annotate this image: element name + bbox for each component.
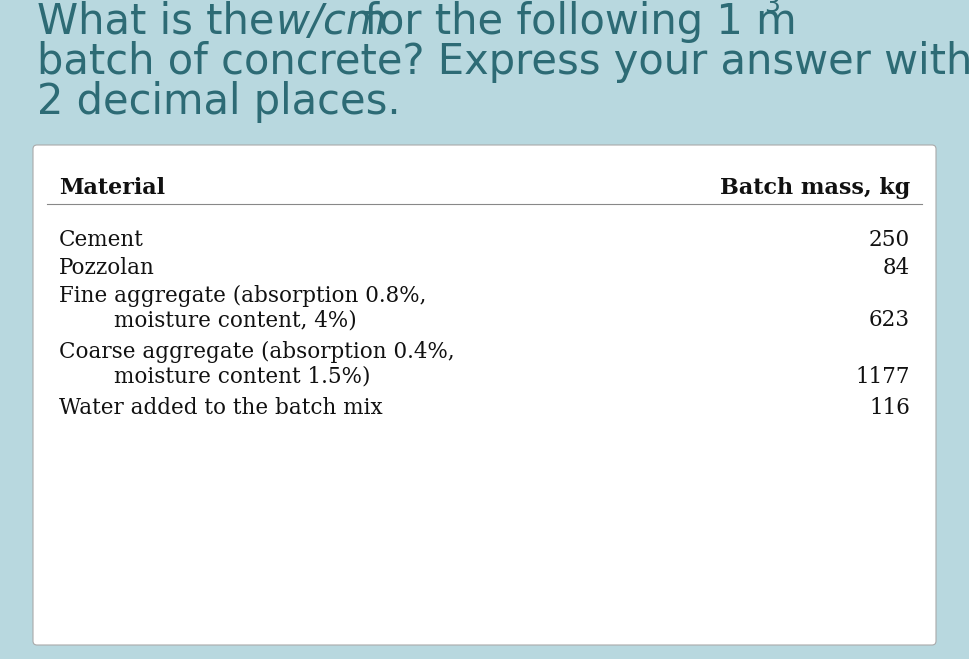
Text: moisture content, 4%): moisture content, 4%) xyxy=(114,309,357,331)
Text: 1177: 1177 xyxy=(856,366,910,388)
Text: 2 decimal places.: 2 decimal places. xyxy=(37,81,400,123)
Text: 3: 3 xyxy=(764,0,780,17)
Text: Material: Material xyxy=(59,177,165,199)
Text: What is the: What is the xyxy=(37,1,301,43)
Text: Fine aggregate (absorption 0.8%,: Fine aggregate (absorption 0.8%, xyxy=(59,285,426,307)
FancyBboxPatch shape xyxy=(33,145,936,645)
Text: Batch mass, kg: Batch mass, kg xyxy=(720,177,910,199)
Text: 84: 84 xyxy=(883,257,910,279)
Text: 116: 116 xyxy=(869,397,910,419)
Text: Coarse aggregate (absorption 0.4%,: Coarse aggregate (absorption 0.4%, xyxy=(59,341,454,363)
Text: batch of concrete? Express your answer with: batch of concrete? Express your answer w… xyxy=(37,41,969,83)
Text: for the following 1 m: for the following 1 m xyxy=(351,1,797,43)
Text: 623: 623 xyxy=(869,309,910,331)
Text: Pozzolan: Pozzolan xyxy=(59,257,155,279)
Text: Water added to the batch mix: Water added to the batch mix xyxy=(59,397,383,419)
Text: moisture content 1.5%): moisture content 1.5%) xyxy=(114,366,370,388)
Text: Cement: Cement xyxy=(59,229,143,251)
Text: 250: 250 xyxy=(869,229,910,251)
Text: w/cm: w/cm xyxy=(275,1,387,43)
